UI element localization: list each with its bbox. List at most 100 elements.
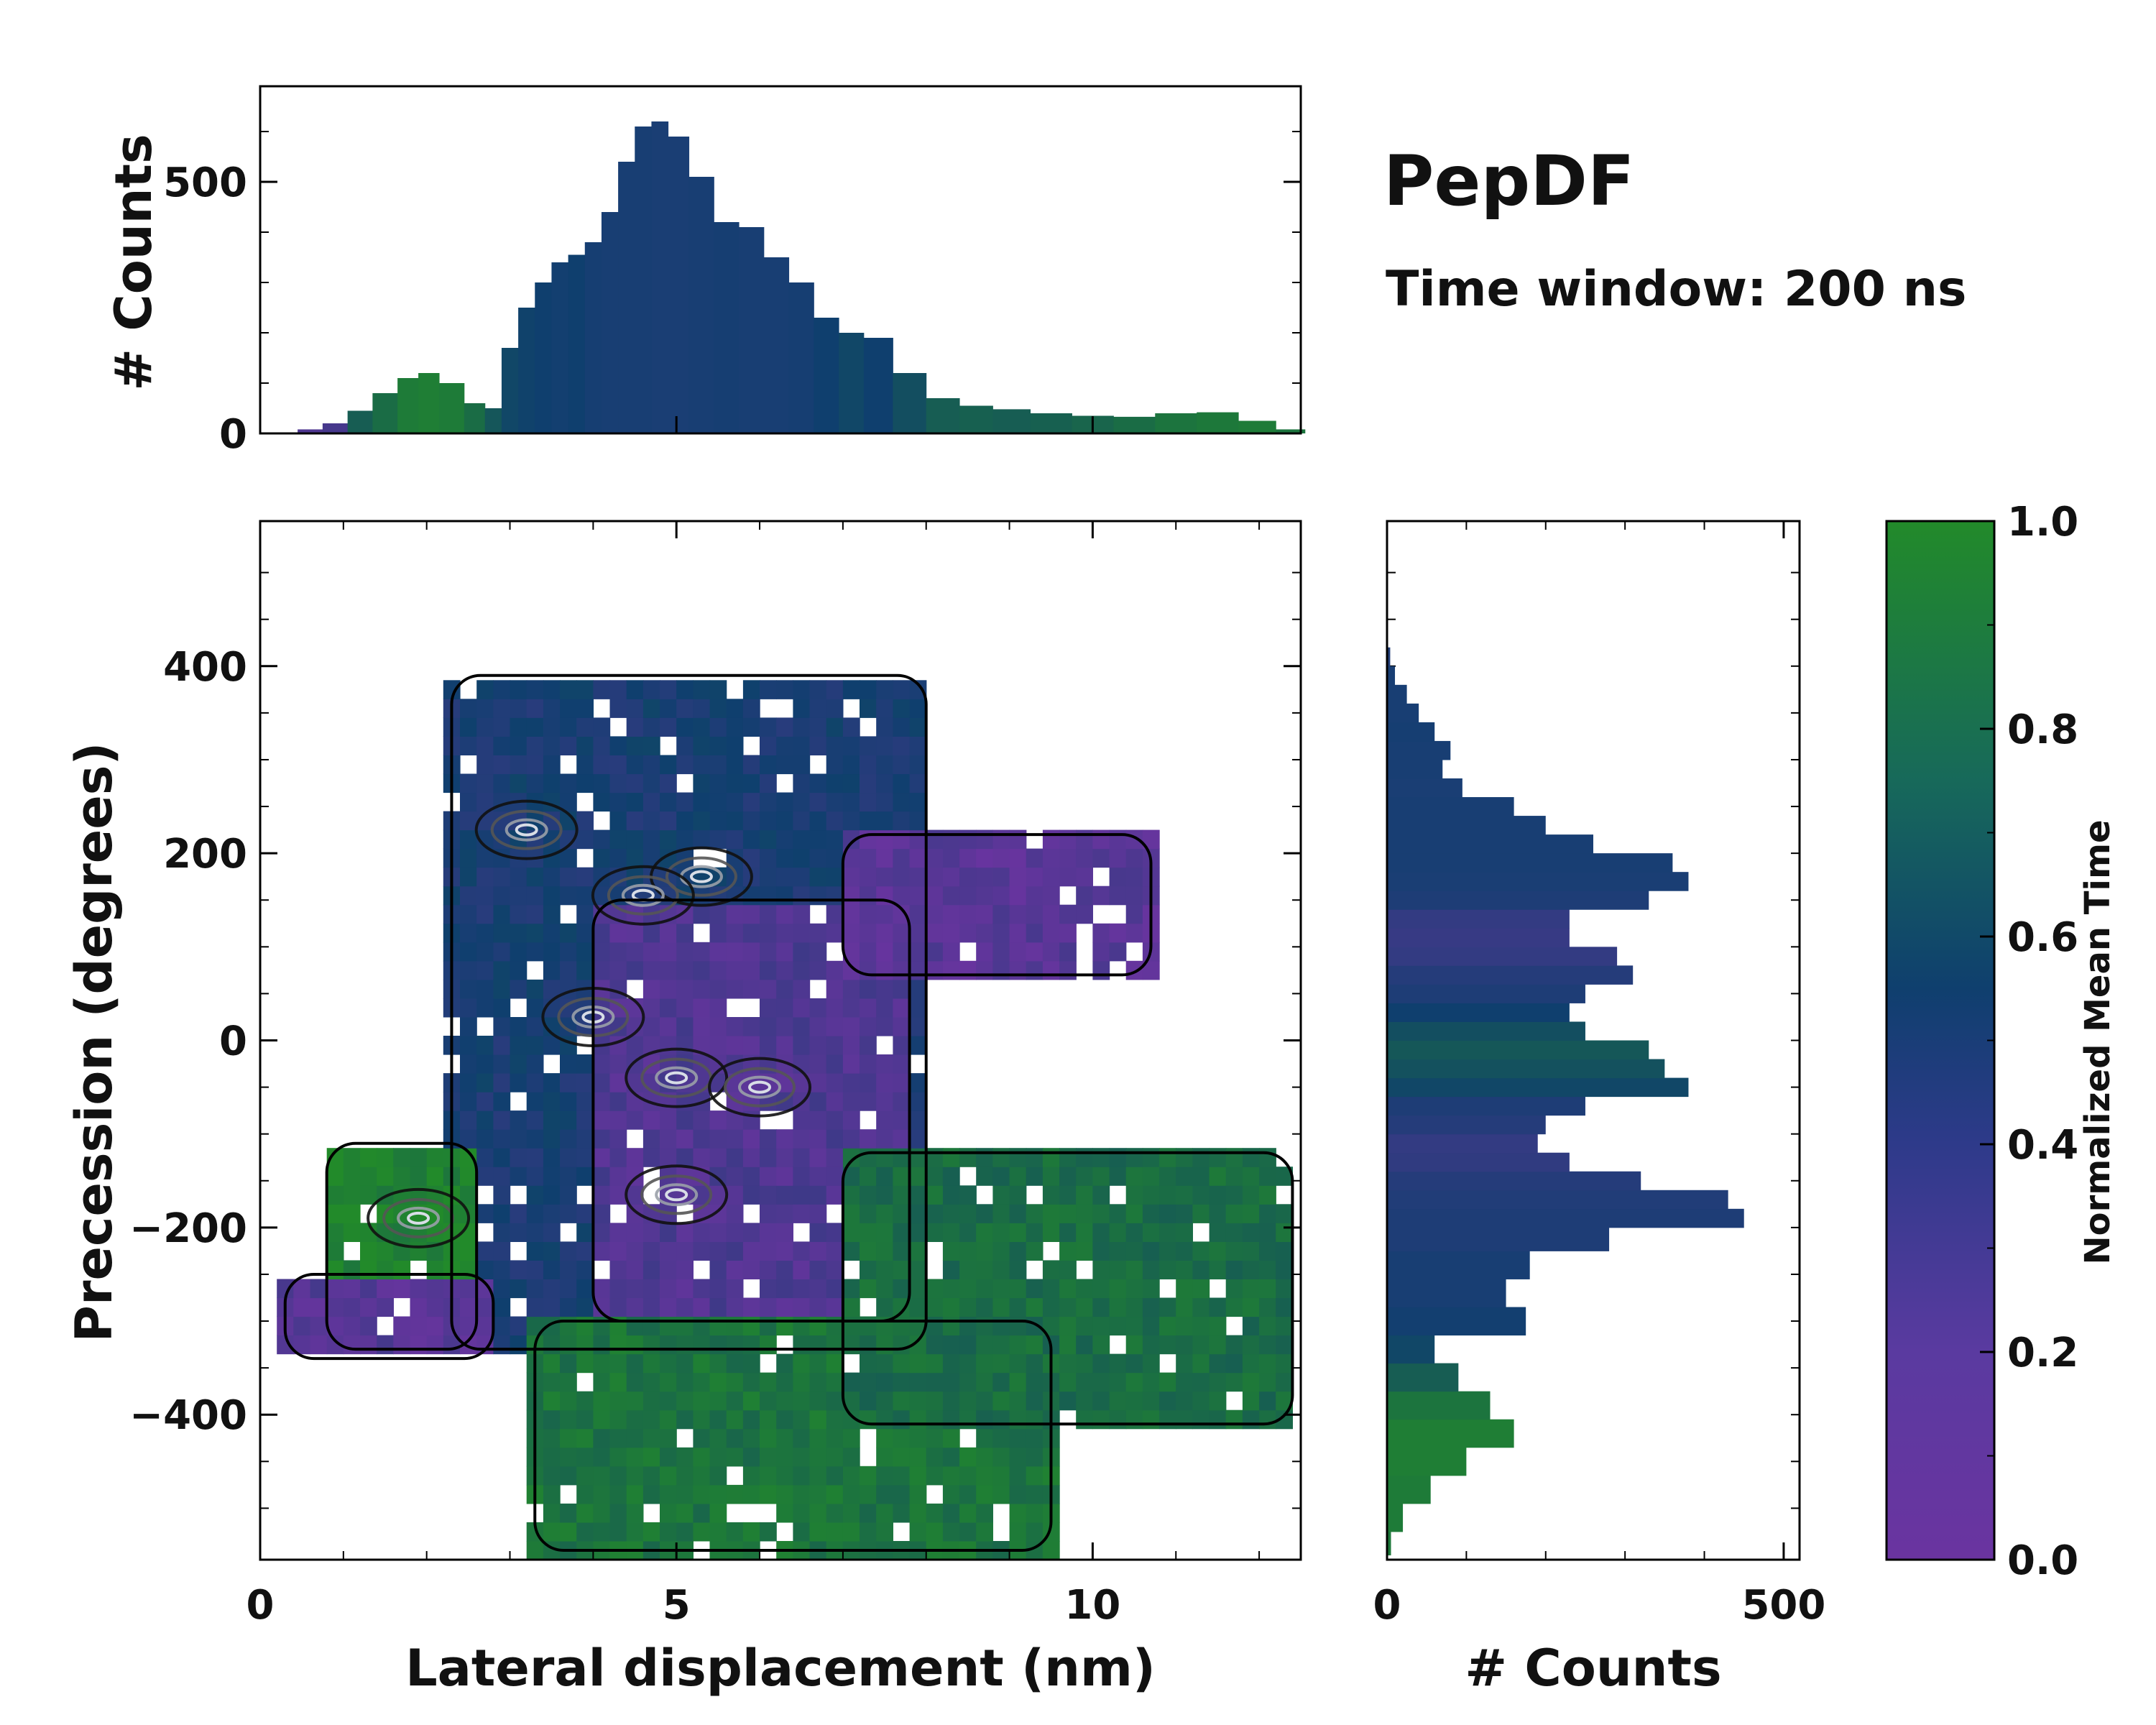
heatmap-cell xyxy=(1026,1503,1044,1523)
heatmap-cell xyxy=(1176,1391,1193,1411)
heatmap-cell xyxy=(909,1372,927,1392)
heatmap-cell xyxy=(742,773,760,794)
heatmap-cell xyxy=(543,773,561,794)
heatmap-cell xyxy=(760,1466,777,1486)
heatmap-cell xyxy=(826,904,844,924)
heatmap-cell xyxy=(742,1297,760,1317)
heatmap-cell xyxy=(776,1447,793,1467)
heatmap-cell xyxy=(593,1391,611,1411)
right-histogram-bar xyxy=(1387,1279,1506,1308)
heatmap-cell xyxy=(760,717,777,737)
heatmap-cell xyxy=(1192,1316,1210,1336)
heatmap-cell xyxy=(526,1223,544,1242)
heatmap-cell xyxy=(992,1484,1010,1504)
heatmap-cell xyxy=(560,1167,577,1186)
heatmap-cell xyxy=(660,979,677,999)
heatmap-cell xyxy=(1225,1409,1243,1430)
heatmap-cell xyxy=(576,1447,594,1467)
top-y-tick-label: 500 xyxy=(163,160,247,206)
heatmap-cell xyxy=(642,1428,660,1448)
heatmap-cell xyxy=(642,792,660,812)
top-histogram-frame xyxy=(259,85,1302,435)
heatmap-cell xyxy=(942,1447,960,1467)
heatmap-cell xyxy=(826,1017,844,1036)
heatmap-cell xyxy=(526,1054,544,1074)
heatmap-cell xyxy=(609,1110,627,1130)
heatmap-cell xyxy=(676,1503,694,1523)
heatmap-cell xyxy=(576,904,594,924)
right-histogram-bar xyxy=(1387,797,1514,816)
heatmap-cell xyxy=(942,1466,960,1486)
heatmap-cell xyxy=(1276,1335,1293,1355)
heatmap-cell xyxy=(909,960,927,980)
right-histogram-bar xyxy=(1387,1419,1514,1448)
heatmap-cell xyxy=(1042,1167,1060,1186)
heatmap-cell xyxy=(642,942,660,962)
heatmap-cell xyxy=(976,1466,993,1486)
heatmap-cell xyxy=(1026,1391,1044,1411)
heatmap-cell xyxy=(842,1522,860,1542)
heatmap-cell xyxy=(709,773,727,794)
heatmap-cell xyxy=(776,1054,793,1074)
heatmap-cell xyxy=(642,998,660,1018)
top-histogram-bar xyxy=(372,393,398,433)
heatmap-cell xyxy=(893,699,911,718)
top-histogram-bar xyxy=(322,423,349,433)
heatmap-cell xyxy=(660,717,677,737)
heatmap-cell xyxy=(976,1484,993,1504)
heatmap-cell xyxy=(543,680,561,699)
heatmap-cell xyxy=(1092,848,1110,868)
heatmap-cell xyxy=(942,829,960,850)
heatmap-cell xyxy=(876,699,893,718)
heatmap-cell xyxy=(726,829,744,850)
heatmap-cell xyxy=(926,942,944,962)
heatmap-cell xyxy=(976,1297,993,1317)
heatmap-cell xyxy=(893,1054,911,1074)
heatmap-cell xyxy=(642,736,660,755)
heatmap-cell xyxy=(860,1054,877,1074)
heatmap-cell xyxy=(860,1036,877,1055)
heatmap-cell xyxy=(760,1297,777,1317)
heatmap-cell xyxy=(626,1372,644,1392)
heatmap-cell xyxy=(842,1297,860,1317)
heatmap-cell xyxy=(493,736,511,755)
heatmap-cell xyxy=(809,1428,827,1448)
density-contour xyxy=(474,799,579,860)
heatmap-cell xyxy=(476,1054,494,1074)
right-histogram-bar xyxy=(1387,778,1462,798)
heatmap-cell xyxy=(709,1148,727,1167)
heatmap-cell xyxy=(809,1484,827,1504)
heatmap-cell xyxy=(726,717,744,737)
heatmap-cell xyxy=(1242,1241,1260,1261)
heatmap-cell xyxy=(626,1036,644,1055)
heatmap-cell xyxy=(1026,1279,1044,1299)
heatmap-cell xyxy=(626,1428,644,1448)
heatmap-cell xyxy=(576,1503,594,1523)
density-contour xyxy=(708,1057,812,1118)
heatmap-cell xyxy=(1159,1223,1176,1242)
heatmap-cell xyxy=(1209,1148,1227,1167)
heatmap-cell xyxy=(626,848,644,868)
heatmap-cell xyxy=(593,1185,611,1205)
heatmap-cell xyxy=(642,1484,660,1504)
heatmap-cell xyxy=(343,1279,361,1299)
heatmap-cell xyxy=(976,1260,993,1279)
heatmap-cell xyxy=(510,1073,528,1092)
heatmap-cell xyxy=(510,1148,528,1167)
heatmap-cell xyxy=(726,1204,744,1223)
heatmap-cell xyxy=(726,1110,744,1130)
heatmap-cell xyxy=(593,717,611,737)
right-histogram-bar xyxy=(1387,703,1419,723)
heatmap-cell xyxy=(293,1279,311,1299)
heatmap-cell xyxy=(593,1241,611,1261)
region-outline xyxy=(533,1320,1053,1552)
heatmap-cell xyxy=(476,1241,494,1261)
heatmap-cell xyxy=(893,1409,911,1430)
heatmap-cell xyxy=(510,923,528,943)
heatmap-cell xyxy=(776,867,793,887)
heatmap-cell xyxy=(493,867,511,887)
heatmap-cell xyxy=(510,1036,528,1055)
heatmap-cell xyxy=(826,1073,844,1092)
heatmap-cell xyxy=(560,1428,577,1448)
heatmap-cell xyxy=(876,717,893,737)
